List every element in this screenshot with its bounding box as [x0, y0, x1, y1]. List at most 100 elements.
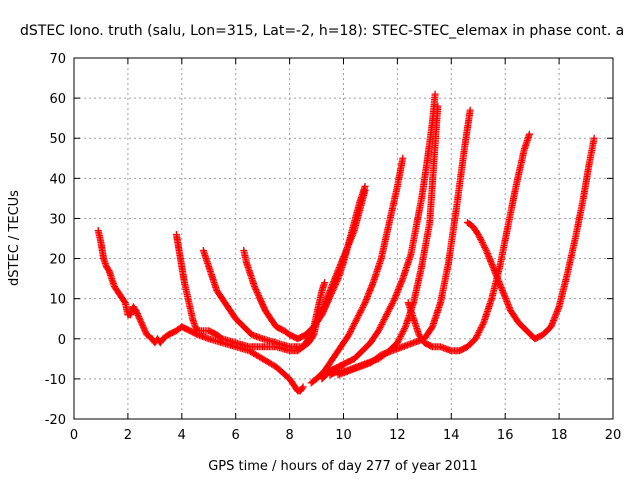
- point-marker: [388, 299, 396, 307]
- point-marker: [254, 290, 262, 298]
- point-marker: [477, 324, 485, 332]
- point-marker: [253, 287, 261, 295]
- point-marker: [259, 302, 267, 310]
- point-marker: [139, 322, 147, 330]
- point-marker: [133, 310, 141, 318]
- point-marker: [256, 295, 264, 303]
- point-marker: [481, 243, 489, 251]
- point-marker: [393, 339, 401, 347]
- point-marker: [360, 300, 368, 308]
- point-marker: [384, 308, 392, 316]
- point-marker: [396, 334, 404, 342]
- point-marker: [316, 310, 324, 318]
- x-axis: 0 2 4 6 8 10 12 14 16 18 20: [70, 58, 621, 443]
- point-marker: [133, 308, 141, 316]
- point-marker: [351, 318, 359, 326]
- point-marker: [390, 296, 398, 304]
- series-5: [307, 154, 407, 387]
- point-marker: [472, 333, 480, 341]
- point-marker: [348, 324, 356, 332]
- point-marker: [476, 325, 484, 333]
- x-tick-label: 12: [389, 428, 406, 443]
- point-marker: [397, 332, 405, 340]
- point-marker: [317, 308, 325, 316]
- series-10: [463, 134, 598, 343]
- point-marker: [299, 383, 307, 391]
- point-marker: [346, 329, 354, 337]
- y-tick-label: 30: [49, 212, 66, 227]
- point-marker: [355, 312, 363, 320]
- x-tick-label: 8: [285, 428, 293, 443]
- point-marker: [479, 320, 487, 328]
- y-tick-label: 20: [49, 253, 66, 268]
- point-marker: [217, 334, 225, 342]
- point-marker: [395, 336, 403, 344]
- point-marker: [475, 328, 483, 336]
- point-marker: [394, 337, 402, 345]
- series-8: [334, 106, 474, 379]
- point-marker: [258, 299, 266, 307]
- point-marker: [387, 301, 395, 309]
- point-marker: [137, 319, 145, 327]
- point-marker: [352, 316, 360, 324]
- point-marker: [313, 316, 321, 324]
- point-marker: [321, 279, 329, 287]
- point-marker: [382, 312, 390, 320]
- point-marker: [476, 234, 484, 242]
- point-marker: [399, 328, 407, 336]
- point-marker: [480, 242, 488, 250]
- x-tick-label: 10: [335, 428, 352, 443]
- x-tick-label: 14: [443, 428, 460, 443]
- point-marker: [259, 301, 267, 309]
- point-marker: [387, 303, 395, 311]
- point-marker: [298, 384, 306, 392]
- point-marker: [434, 102, 442, 110]
- point-marker: [347, 328, 355, 336]
- point-marker: [136, 316, 144, 324]
- point-marker: [257, 296, 265, 304]
- point-marker: [472, 335, 480, 343]
- point-marker: [252, 286, 260, 294]
- point-marker: [350, 321, 358, 329]
- data-layer: [94, 90, 598, 395]
- x-tick-label: 18: [551, 428, 568, 443]
- y-tick-label: 50: [49, 132, 66, 147]
- point-marker: [379, 319, 387, 327]
- y-tick-label: 60: [49, 92, 66, 107]
- y-tick-label: 10: [49, 293, 66, 308]
- point-marker: [479, 240, 487, 248]
- point-marker: [356, 308, 364, 316]
- point-marker: [141, 328, 149, 336]
- point-marker: [357, 307, 365, 315]
- point-marker: [255, 292, 263, 300]
- point-marker: [315, 313, 323, 321]
- x-tick-label: 6: [232, 428, 240, 443]
- point-marker: [386, 304, 394, 312]
- point-marker: [355, 310, 363, 318]
- point-marker: [140, 325, 148, 333]
- point-marker: [138, 320, 146, 328]
- point-marker: [378, 320, 386, 328]
- y-tick-label: -10: [45, 373, 66, 388]
- point-marker: [381, 314, 389, 322]
- point-marker: [359, 303, 367, 311]
- point-marker: [255, 293, 263, 301]
- point-marker: [311, 321, 319, 329]
- point-marker: [379, 317, 387, 325]
- point-marker: [398, 329, 406, 337]
- point-marker: [380, 316, 388, 324]
- x-tick-label: 4: [178, 428, 186, 443]
- point-marker: [345, 331, 353, 339]
- point-marker: [375, 327, 383, 335]
- point-marker: [473, 332, 481, 340]
- point-marker: [260, 304, 268, 312]
- point-marker: [525, 130, 533, 138]
- point-marker: [316, 312, 324, 320]
- point-marker: [251, 283, 259, 291]
- y-tick-label: 0: [58, 333, 66, 348]
- point-marker: [359, 302, 367, 310]
- x-tick-label: 2: [124, 428, 132, 443]
- point-marker: [134, 311, 142, 319]
- point-marker: [397, 331, 405, 339]
